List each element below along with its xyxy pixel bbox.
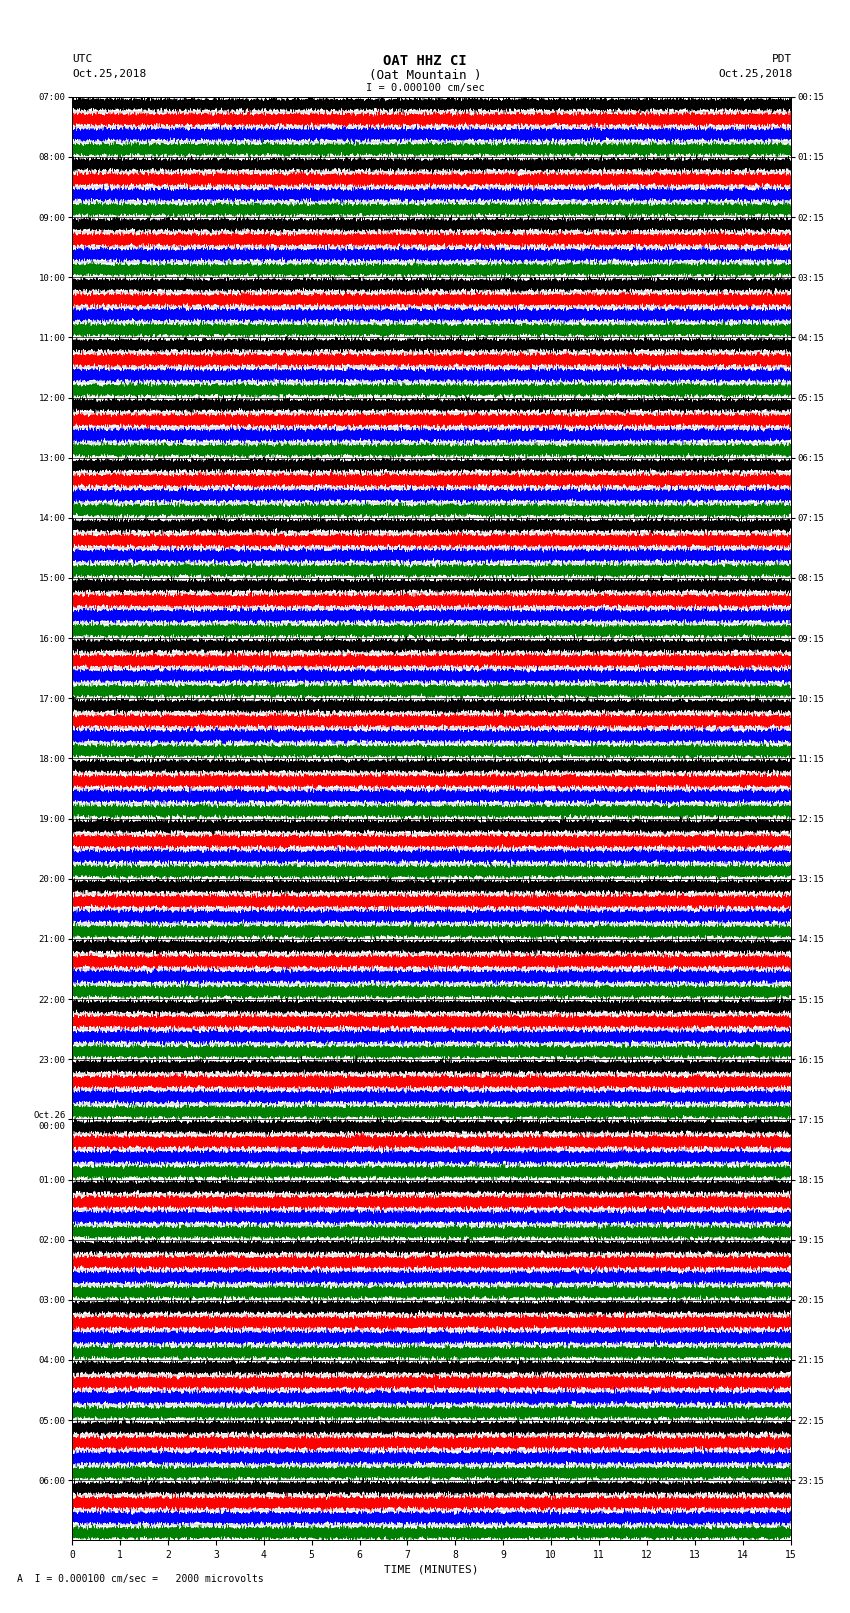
Text: I = 0.000100 cm/sec: I = 0.000100 cm/sec (366, 84, 484, 94)
Text: Oct.25,2018: Oct.25,2018 (718, 69, 792, 79)
Text: Oct.25,2018: Oct.25,2018 (72, 69, 146, 79)
Text: (Oat Mountain ): (Oat Mountain ) (369, 69, 481, 82)
Text: A  I = 0.000100 cm/sec =   2000 microvolts: A I = 0.000100 cm/sec = 2000 microvolts (17, 1574, 264, 1584)
Text: PDT: PDT (772, 53, 792, 65)
Text: UTC: UTC (72, 53, 93, 65)
X-axis label: TIME (MINUTES): TIME (MINUTES) (384, 1565, 479, 1574)
Text: OAT HHZ CI: OAT HHZ CI (383, 53, 467, 68)
